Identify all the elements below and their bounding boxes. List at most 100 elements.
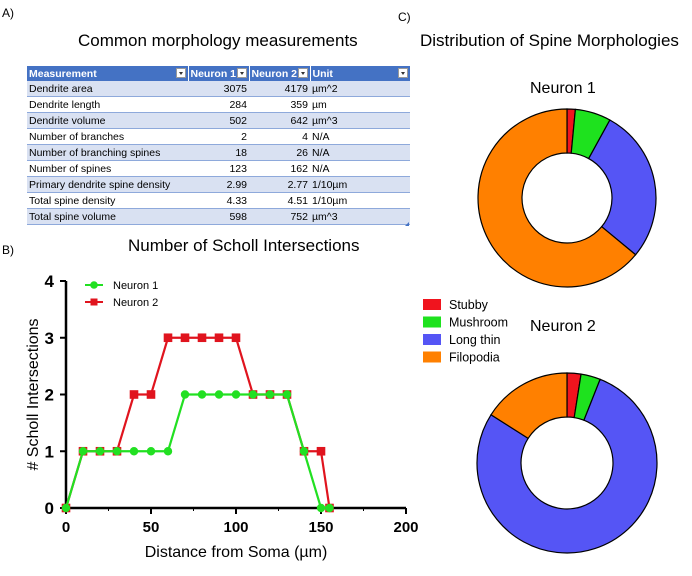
table-row: Dendrite length 284 359 µm	[27, 96, 410, 113]
data-point-neuron2	[231, 333, 241, 343]
table-row: Number of branching spines 18 26 N/A	[27, 144, 410, 161]
data-point-neuron1	[61, 503, 71, 513]
table-resize-handle[interactable]	[405, 222, 409, 226]
data-point-neuron2	[163, 333, 173, 343]
table-cell[interactable]: Number of branching spines	[27, 144, 188, 161]
data-point-neuron1	[248, 390, 258, 399]
data-point-neuron1	[299, 447, 309, 456]
table-body: Dendrite area 3075 4179 µm^2 Dendrite length…	[27, 81, 410, 225]
legend-marker-neuron1	[90, 281, 98, 289]
table-row: Total spine density 4.33 4.51 1/10µm	[27, 192, 410, 209]
table-header-2: Neuron 2	[249, 66, 311, 81]
donut-slice-filopodia	[477, 108, 637, 288]
table-cell[interactable]: N/A	[310, 144, 410, 161]
table-cell[interactable]: Primary dendrite spine density	[27, 176, 188, 193]
table-cell[interactable]: 502	[188, 112, 249, 129]
table-cell[interactable]: 1/10µm	[310, 176, 410, 193]
data-point-neuron1	[325, 503, 334, 513]
data-point-neuron1	[316, 503, 326, 513]
table-cell[interactable]: µm^2	[310, 81, 410, 97]
table-cell[interactable]: Total spine density	[27, 192, 188, 209]
table-cell[interactable]: µm^3	[310, 112, 410, 129]
table-cell[interactable]: Dendrite length	[27, 96, 188, 113]
measurements-table: Measurement Neuron 1 Neuron 2 Unit Dendrite…	[27, 66, 411, 225]
data-point-neuron2	[197, 333, 207, 343]
table-cell[interactable]: Dendrite volume	[27, 112, 188, 129]
filter-dropdown-icon[interactable]	[175, 68, 186, 78]
legend-label-stubby: Stubby	[449, 298, 489, 312]
table-cell[interactable]: 4.33	[188, 192, 249, 209]
legend-label-long-thin: Long thin	[449, 333, 500, 347]
table-row: Dendrite volume 502 642 µm^3	[27, 112, 410, 129]
table-cell[interactable]: µm	[310, 96, 410, 113]
legend-swatch-long-thin	[423, 334, 441, 345]
table-cell[interactable]: Number of spines	[27, 160, 188, 177]
table-cell[interactable]: 2.99	[188, 176, 249, 193]
table-cell[interactable]: Total spine volume	[27, 208, 188, 225]
y-tick-label: 2	[45, 386, 54, 405]
donut-slice-long-thin	[587, 119, 657, 256]
table-row: Number of spines 123 162 N/A	[27, 160, 410, 177]
table-cell[interactable]: N/A	[310, 128, 410, 145]
filter-dropdown-icon[interactable]	[397, 68, 408, 78]
x-tick-label: 100	[223, 519, 248, 536]
x-tick-label: 0	[62, 519, 70, 536]
legend-swatch-stubby	[423, 299, 441, 310]
x-tick-label: 50	[143, 519, 160, 536]
data-point-neuron1	[197, 390, 207, 399]
x-axis-label: Distance from Soma (µm)	[145, 544, 328, 561]
data-point-neuron1	[180, 390, 190, 399]
table-cell[interactable]: 162	[249, 160, 310, 177]
y-tick-label: 1	[45, 442, 54, 461]
data-point-neuron1	[146, 447, 156, 456]
data-point-neuron2	[214, 333, 224, 343]
table-cell[interactable]: 4	[249, 128, 310, 145]
table-cell[interactable]: 359	[249, 96, 310, 113]
table-row: Total spine volume 598 752 µm^3	[27, 208, 410, 225]
y-axis-label: # Scholl Intersections	[25, 318, 42, 470]
table-cell[interactable]: 4.51	[249, 192, 310, 209]
data-point-neuron1	[282, 390, 292, 399]
donut-neuron2-label: Neuron 2	[530, 318, 596, 335]
y-tick-label: 3	[45, 329, 54, 348]
table-cell[interactable]: 4179	[249, 81, 310, 97]
donut-chart-title: Distribution of Spine Morphologies	[420, 31, 679, 50]
table-cell[interactable]: µm^3	[310, 208, 410, 225]
legend-swatch-mushroom	[423, 316, 441, 328]
table-row: Dendrite area 3075 4179 µm^2	[27, 81, 410, 97]
legend-label-mushroom: Mushroom	[449, 316, 508, 330]
donut-neuron1-label: Neuron 1	[530, 80, 596, 97]
y-tick-label: 0	[45, 499, 54, 518]
y-tick-label: 4	[45, 272, 55, 291]
table-cell[interactable]: 598	[188, 208, 249, 225]
filter-dropdown-icon[interactable]	[236, 68, 247, 78]
table-header-3: Unit	[310, 66, 411, 81]
table-cell[interactable]: 642	[249, 112, 310, 129]
table-cell[interactable]: 123	[188, 160, 249, 177]
table-cell[interactable]: 1/10µm	[310, 192, 410, 209]
table-cell[interactable]: 2.77	[249, 176, 310, 193]
x-tick-label: 150	[308, 519, 333, 536]
table-cell[interactable]: N/A	[310, 160, 410, 177]
legend-label-neuron1: Neuron 1	[113, 280, 158, 292]
table-cell[interactable]: Number of branches	[27, 128, 188, 145]
data-point-neuron1	[163, 447, 173, 456]
table-header-row: Measurement Neuron 1 Neuron 2 Unit	[27, 66, 411, 81]
filter-dropdown-icon[interactable]	[297, 68, 308, 78]
legend-marker-neuron2	[90, 298, 98, 306]
panel-label-a: A)	[2, 6, 14, 20]
table-cell[interactable]: 752	[249, 208, 310, 225]
legend-swatch-filopodia	[423, 351, 441, 363]
table-cell[interactable]: 18	[188, 144, 249, 161]
donut-slice-filopodia	[490, 372, 568, 440]
table-cell[interactable]: 284	[188, 96, 249, 113]
table-cell[interactable]: 26	[249, 144, 310, 161]
table-cell[interactable]: 3075	[188, 81, 249, 97]
data-point-neuron1	[214, 390, 224, 399]
table-row: Primary dendrite spine density 2.99 2.77 1/…	[27, 176, 410, 193]
data-point-neuron2	[146, 390, 156, 399]
table-cell[interactable]: 2	[188, 128, 249, 145]
table-cell[interactable]: Dendrite area	[27, 81, 188, 97]
